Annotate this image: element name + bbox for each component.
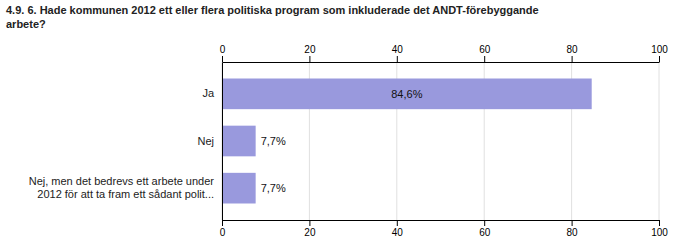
- title: 4.9. 6. Hade kommunen 2012 ett eller fle…: [6, 4, 539, 30]
- x-tick-label: 20: [304, 44, 316, 55]
- x-tick-label: 100: [651, 227, 668, 238]
- data-label: 84,6%: [391, 88, 422, 100]
- x-tick: 0: [220, 220, 226, 238]
- bars: [222, 79, 592, 204]
- x-tick-mark: [309, 220, 310, 226]
- grid-line: [659, 62, 660, 220]
- data-label: 7,7%: [261, 135, 286, 147]
- x-tick-label: 40: [392, 44, 404, 55]
- x-tick-mark: [309, 56, 310, 62]
- x-tick-mark: [397, 220, 398, 226]
- x-tick-label: 80: [567, 227, 579, 238]
- x-tick: 60: [479, 44, 491, 62]
- x-tick: 20: [304, 44, 316, 62]
- x-axis-bottom: 0 20 40 60 80 100: [220, 220, 669, 238]
- x-tick: 100: [651, 220, 668, 238]
- x-tick-mark: [484, 220, 485, 226]
- x-tick-label: 0: [220, 227, 226, 238]
- x-tick: 20: [304, 220, 316, 238]
- y-tick-label: Nej, men det bedrevs ett arbete under201…: [29, 175, 215, 200]
- title-line: arbete?: [6, 18, 46, 30]
- y-tick: Nej: [197, 135, 214, 147]
- x-axis-top-line: [223, 62, 660, 63]
- y-tick-label-line: Ja: [202, 87, 215, 99]
- x-tick-mark: [659, 220, 660, 226]
- y-tick: Ja: [202, 87, 215, 99]
- x-tick-mark: [572, 220, 573, 226]
- x-tick: 100: [651, 44, 668, 62]
- x-tick-mark: [484, 56, 485, 62]
- y-tick-label-line: Nej, men det bedrevs ett arbete under: [29, 175, 215, 187]
- x-axis-top: 0 20 40 60 80 100: [220, 44, 669, 63]
- grid-line: [222, 62, 223, 220]
- bar: [222, 126, 256, 157]
- x-tick: 60: [479, 220, 491, 238]
- x-tick: 0: [220, 44, 226, 62]
- x-tick-mark: [659, 56, 660, 62]
- x-tick-mark: [222, 56, 223, 62]
- x-tick-mark: [572, 56, 573, 62]
- x-tick-label: 100: [651, 44, 668, 55]
- x-tick: 40: [392, 220, 404, 238]
- y-axis-line: [222, 63, 223, 221]
- chart: 4.9. 6. Hade kommunen 2012 ett eller fle…: [0, 0, 681, 244]
- y-tick-label-line: Nej: [197, 135, 214, 147]
- x-tick-label: 60: [479, 44, 491, 55]
- y-axis: Ja Nej Nej, men det bedrevs ett arbete und…: [29, 63, 223, 221]
- x-axis-bottom-line: [223, 220, 660, 221]
- y-tick-label: Nej: [197, 135, 214, 147]
- x-tick: 40: [392, 44, 404, 62]
- data-labels: 84,6% 7,7% 7,7%: [261, 88, 423, 194]
- x-tick-label: 40: [392, 227, 404, 238]
- title-line: 4.9. 6. Hade kommunen 2012 ett eller fle…: [6, 4, 539, 16]
- x-tick-mark: [397, 56, 398, 62]
- x-tick-label: 0: [220, 44, 226, 55]
- x-tick-label: 20: [304, 227, 316, 238]
- bar: [222, 173, 256, 204]
- data-label: 7,7%: [261, 182, 286, 194]
- y-tick: Nej, men det bedrevs ett arbete under201…: [29, 175, 215, 200]
- x-tick-label: 80: [567, 44, 579, 55]
- x-tick-label: 60: [479, 227, 491, 238]
- y-tick-label-line: 2012 för att ta fram ett sådant polit...: [37, 188, 214, 200]
- y-tick-label: Ja: [202, 87, 215, 99]
- bar: [222, 79, 592, 110]
- x-tick-mark: [222, 220, 223, 226]
- x-tick: 80: [567, 44, 579, 62]
- grid: [222, 62, 659, 220]
- x-tick: 80: [567, 220, 579, 238]
